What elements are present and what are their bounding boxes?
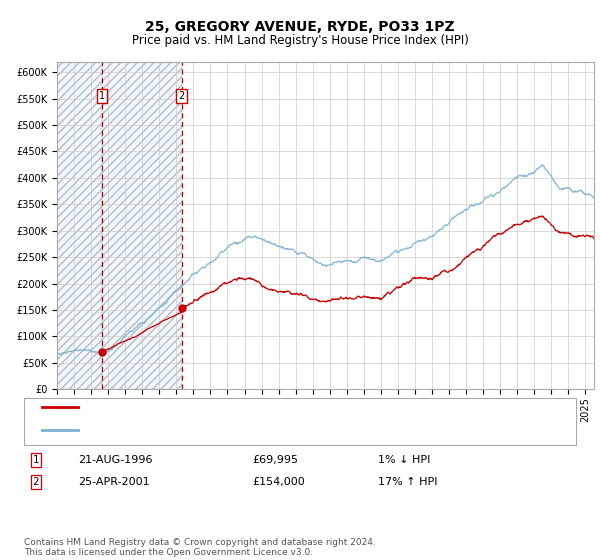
Text: 25, GREGORY AVENUE, RYDE, PO33 1PZ: 25, GREGORY AVENUE, RYDE, PO33 1PZ [145, 20, 455, 34]
Text: 25, GREGORY AVENUE, RYDE, PO33 1PZ (detached house): 25, GREGORY AVENUE, RYDE, PO33 1PZ (deta… [84, 403, 407, 412]
Bar [102, 62, 182, 389]
Text: HPI: Average price, detached house, Isle of Wight: HPI: Average price, detached house, Isle… [84, 425, 359, 435]
Text: 1: 1 [99, 91, 105, 101]
Text: Contains HM Land Registry data © Crown copyright and database right 2024.
This d: Contains HM Land Registry data © Crown c… [24, 538, 376, 557]
Text: 21-AUG-1996: 21-AUG-1996 [78, 455, 152, 465]
Text: £154,000: £154,000 [252, 477, 305, 487]
Text: 25-APR-2001: 25-APR-2001 [78, 477, 149, 487]
Bar [102, 62, 182, 389]
Text: 1: 1 [32, 455, 40, 465]
Text: 17% ↑ HPI: 17% ↑ HPI [378, 477, 437, 487]
Text: Price paid vs. HM Land Registry's House Price Index (HPI): Price paid vs. HM Land Registry's House … [131, 34, 469, 46]
Text: £69,995: £69,995 [252, 455, 298, 465]
Bar [57, 62, 102, 389]
Text: 2: 2 [32, 477, 40, 487]
Text: 1% ↓ HPI: 1% ↓ HPI [378, 455, 430, 465]
Bar [57, 62, 102, 389]
Text: 2: 2 [179, 91, 185, 101]
